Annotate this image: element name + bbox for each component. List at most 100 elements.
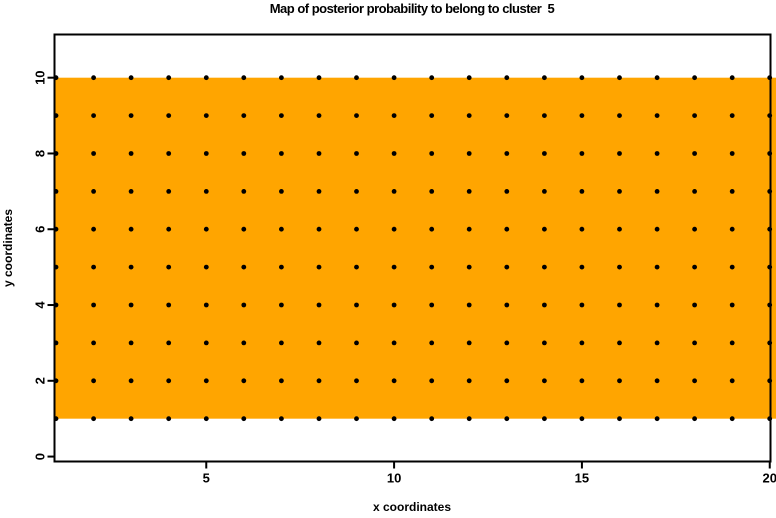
data-point <box>203 264 209 270</box>
data-point <box>354 226 359 232</box>
y-tick-label: 10 <box>33 70 48 84</box>
data-point <box>203 113 209 118</box>
data-point <box>316 151 322 156</box>
data-point <box>91 113 96 118</box>
data-point <box>429 302 435 308</box>
data-point <box>466 113 472 118</box>
data-point <box>91 226 96 232</box>
data-point <box>617 189 622 194</box>
data-point <box>504 264 510 270</box>
data-point <box>241 189 247 194</box>
data-point <box>241 340 247 346</box>
data-point <box>391 264 397 270</box>
data-point <box>316 416 322 422</box>
data-point <box>91 151 96 156</box>
data-point <box>128 340 134 346</box>
data-point <box>692 151 697 156</box>
data-point <box>654 340 660 346</box>
data-point <box>166 189 172 194</box>
data-point <box>617 75 622 81</box>
data-point <box>316 264 322 270</box>
data-point <box>203 189 209 194</box>
data-point <box>692 75 697 81</box>
data-point <box>128 226 134 232</box>
data-point <box>203 151 209 156</box>
data-point <box>466 416 472 422</box>
data-point <box>504 226 510 232</box>
shaded-region <box>54 77 776 419</box>
data-point <box>391 151 397 156</box>
data-point <box>241 226 247 232</box>
data-point <box>579 75 585 81</box>
data-point <box>542 151 547 156</box>
x-axis-label: x coordinates <box>372 500 452 514</box>
data-point <box>542 264 547 270</box>
data-point <box>166 416 172 422</box>
data-point <box>729 378 735 384</box>
data-point <box>504 340 510 346</box>
data-point <box>504 302 510 308</box>
data-point <box>391 113 397 118</box>
data-point <box>429 151 435 156</box>
data-point <box>279 416 284 422</box>
data-point <box>166 340 172 346</box>
data-point <box>166 75 172 81</box>
data-point <box>429 226 435 232</box>
data-point <box>128 378 134 384</box>
data-point <box>692 416 697 422</box>
data-point <box>692 226 697 232</box>
data-point <box>128 416 134 422</box>
data-point <box>166 151 172 156</box>
data-point <box>166 226 172 232</box>
data-point <box>466 151 472 156</box>
data-point <box>542 378 547 384</box>
data-point <box>654 416 660 422</box>
data-point <box>316 75 322 81</box>
data-point <box>203 302 209 308</box>
data-point <box>429 113 435 118</box>
data-point <box>354 113 359 118</box>
data-point <box>729 416 735 422</box>
data-point <box>729 264 735 270</box>
data-point <box>654 189 660 194</box>
y-axis-ticks <box>47 76 55 458</box>
data-point <box>466 75 472 81</box>
data-point <box>391 302 397 308</box>
data-point <box>166 302 172 308</box>
data-point <box>692 113 697 118</box>
data-point <box>542 226 547 232</box>
data-point <box>91 378 96 384</box>
data-point <box>128 189 134 194</box>
data-point <box>542 189 547 194</box>
data-point <box>504 416 510 422</box>
data-point <box>429 378 435 384</box>
x-tick-label: 15 <box>575 471 589 486</box>
data-point <box>542 340 547 346</box>
data-point <box>729 113 735 118</box>
data-point <box>279 340 284 346</box>
data-point <box>729 302 735 308</box>
data-point <box>654 264 660 270</box>
data-point <box>241 113 247 118</box>
data-point <box>429 416 435 422</box>
data-point <box>354 264 359 270</box>
x-tick-label: 5 <box>203 471 210 486</box>
data-point <box>579 340 585 346</box>
data-point <box>391 340 397 346</box>
data-point <box>579 226 585 232</box>
data-point <box>729 226 735 232</box>
y-tick-label: 8 <box>33 150 48 157</box>
data-point <box>354 151 359 156</box>
data-point <box>203 340 209 346</box>
data-point <box>429 264 435 270</box>
data-point <box>429 340 435 346</box>
data-point <box>542 113 547 118</box>
plot-border <box>53 33 772 463</box>
x-axis-ticks <box>205 461 771 469</box>
x-tick-label: 10 <box>387 471 401 486</box>
data-points <box>53 75 773 422</box>
data-point <box>279 226 284 232</box>
data-point <box>504 113 510 118</box>
data-point <box>542 75 547 81</box>
data-point <box>617 151 622 156</box>
